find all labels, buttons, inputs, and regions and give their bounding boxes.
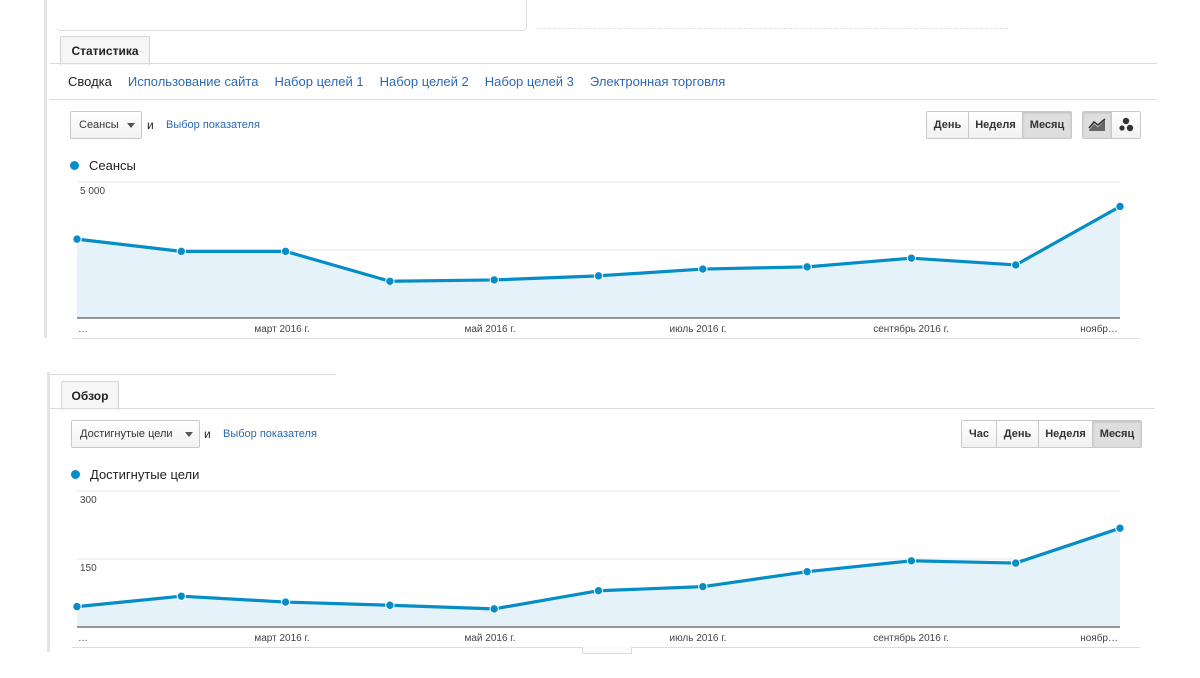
data-point xyxy=(593,586,604,596)
data-point xyxy=(72,601,82,612)
top-dashed-edge xyxy=(538,28,1008,29)
period-month-button[interactable]: Месяц xyxy=(1093,421,1141,447)
period-toggle: Час День Неделя Месяц xyxy=(961,420,1142,448)
motion-chart-icon xyxy=(1119,117,1134,132)
chart-view-toggle xyxy=(1082,111,1141,139)
data-point xyxy=(280,597,291,607)
y-tick-label: 300 xyxy=(80,495,97,506)
select-metric-link[interactable]: Выбор показателя xyxy=(166,119,260,131)
legend-dot xyxy=(71,470,80,479)
scroll-handle[interactable] xyxy=(582,647,632,654)
metric-select-goals[interactable]: Достигнутые цели xyxy=(71,420,200,448)
period-day-button[interactable]: День xyxy=(927,112,969,138)
x-tick-label: март 2016 г. xyxy=(254,324,309,335)
tab-overview[interactable]: Обзор xyxy=(61,381,119,410)
chart1-footer-edge xyxy=(72,338,1140,339)
goals-chart: 300 150 … март 2016 г. май 2016 г. июль 2016 … xyxy=(72,490,1125,644)
and-label: и xyxy=(147,118,154,132)
panel1-left-border xyxy=(44,0,47,338)
data-point xyxy=(176,246,187,257)
data-point xyxy=(802,262,812,272)
tab-statistics[interactable]: Статистика xyxy=(60,36,150,65)
sessions-chart: 5 0002 500…март 2016 г.май 2016 г.июль 2… xyxy=(72,181,1125,335)
x-tick-label: май 2016 г. xyxy=(464,324,515,335)
subnav-ecommerce[interactable]: Электронная торговля xyxy=(589,74,726,89)
data-point xyxy=(593,271,604,281)
period-day-button[interactable]: День xyxy=(997,421,1039,447)
panel1-subnav-divider xyxy=(50,99,1157,100)
period-toggle: День Неделя Месяц xyxy=(926,111,1072,139)
data-point xyxy=(906,556,917,566)
subnav-goal-set-2[interactable]: Набор целей 2 xyxy=(379,74,469,89)
x-tick-label: сентябрь 2016 г. xyxy=(873,632,949,644)
period-month-button[interactable]: Месяц xyxy=(1023,112,1071,138)
chart2-legend: Достигнутые цели xyxy=(71,467,199,482)
data-point xyxy=(1011,558,1021,568)
top-card-edge xyxy=(56,0,527,31)
x-tick-label: июль 2016 г. xyxy=(670,324,727,335)
subnav-goal-set-3[interactable]: Набор целей 3 xyxy=(484,74,574,89)
legend-label-sessions: Сеансы xyxy=(89,158,136,173)
data-point xyxy=(906,253,917,263)
x-tick-label: июль 2016 г. xyxy=(670,633,727,644)
select-metric-link[interactable]: Выбор показателя xyxy=(223,428,317,440)
data-point xyxy=(489,275,499,285)
subnav-site-usage[interactable]: Использование сайта xyxy=(127,74,259,89)
x-tick-label: ноябр… xyxy=(1080,632,1118,644)
legend-dot xyxy=(70,161,79,170)
period-week-button[interactable]: Неделя xyxy=(1039,421,1093,447)
legend-label-goals: Достигнутые цели xyxy=(90,467,200,482)
y-tick-label: 150 xyxy=(80,563,97,574)
line-chart-view-button[interactable] xyxy=(1083,112,1112,138)
panel2-left-border xyxy=(47,372,50,652)
x-tick-label: май 2016 г. xyxy=(464,633,515,644)
metric-select-label: Сеансы xyxy=(79,119,119,131)
data-point xyxy=(698,264,708,274)
panel2-tab-divider xyxy=(50,408,1155,409)
data-point xyxy=(1115,201,1125,212)
y-tick-label: 5 000 xyxy=(80,186,105,197)
dropdown-arrow-icon xyxy=(127,123,135,128)
period-week-button[interactable]: Неделя xyxy=(969,112,1023,138)
panel1-tab-divider xyxy=(50,63,1157,64)
x-tick-label: ноябр… xyxy=(1080,323,1118,335)
x-tick-label: сентябрь 2016 г. xyxy=(873,323,949,335)
data-point xyxy=(385,600,395,610)
x-tick-label: март 2016 г. xyxy=(254,633,309,644)
data-point xyxy=(385,276,395,286)
data-point xyxy=(72,234,82,244)
panel2-top-edge xyxy=(50,374,336,375)
and-label: и xyxy=(204,427,211,441)
x-tick-label: … xyxy=(78,633,88,644)
data-point xyxy=(1011,260,1021,270)
metric-select-sessions[interactable]: Сеансы xyxy=(70,111,142,139)
series-area xyxy=(77,206,1120,318)
data-point xyxy=(698,581,708,592)
dropdown-arrow-icon xyxy=(185,432,193,437)
panel1-subnav: Сводка Использование сайта Набор целей 1… xyxy=(68,74,725,89)
data-point xyxy=(176,591,187,601)
subnav-goal-set-1[interactable]: Набор целей 1 xyxy=(274,74,364,89)
chart1-legend: Сеансы xyxy=(70,158,136,173)
data-point xyxy=(280,246,291,257)
series-area xyxy=(77,528,1120,627)
data-point xyxy=(489,604,499,614)
x-tick-label: … xyxy=(78,324,88,335)
subnav-summary[interactable]: Сводка xyxy=(68,74,112,89)
metric-select-label: Достигнутые цели xyxy=(80,428,173,440)
data-point xyxy=(1115,523,1125,533)
period-hour-button[interactable]: Час xyxy=(962,421,997,447)
line-chart-icon xyxy=(1088,118,1106,131)
data-point xyxy=(802,566,812,577)
motion-chart-view-button[interactable] xyxy=(1112,112,1140,138)
